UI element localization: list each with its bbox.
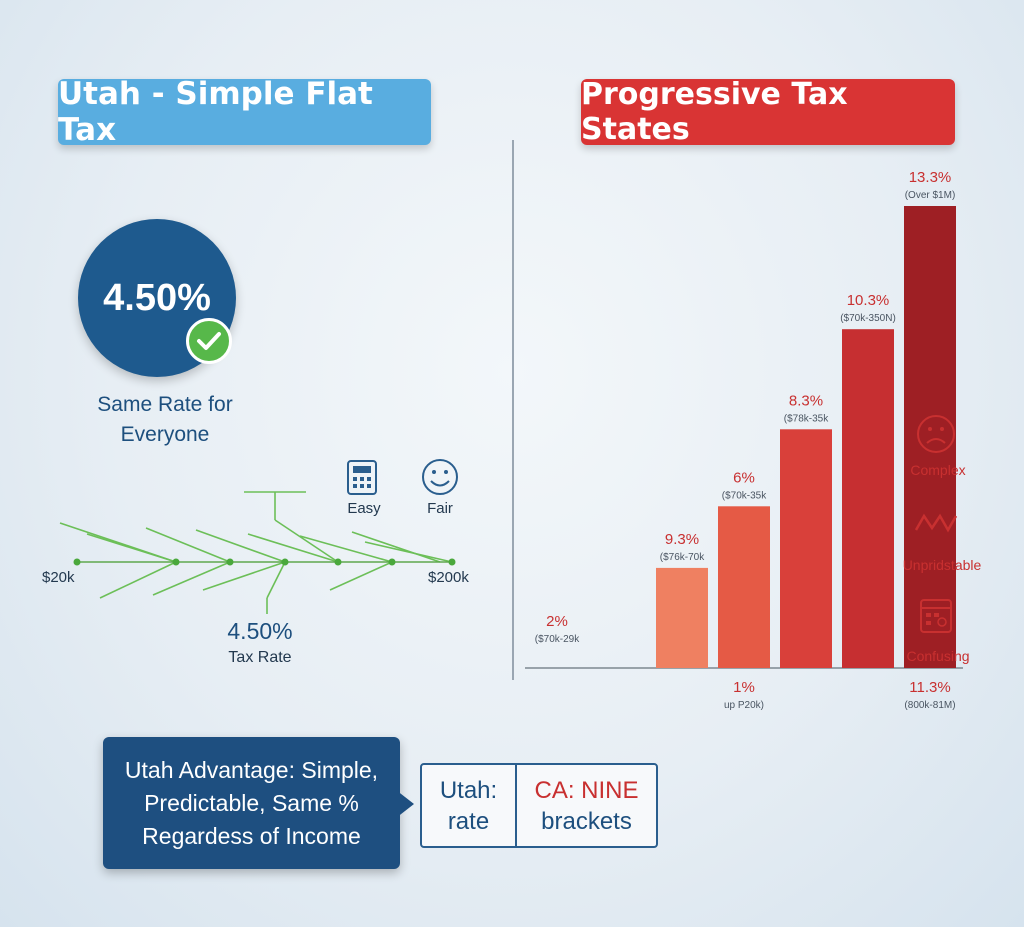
fair-label: Fair [427, 500, 453, 517]
flat-rate-value: 4.50% [103, 276, 211, 319]
income-max-label: $200k [428, 569, 469, 586]
same-rate-line1: Same Rate for [97, 393, 233, 416]
flat-tax-diagram [59, 459, 458, 614]
bar-range-label-4: ($70k-350N) [840, 313, 896, 324]
bar-1 [656, 567, 708, 668]
zigzag-icon [914, 513, 958, 533]
rate-callout: 4.50% [227, 618, 293, 644]
ca-line2: brackets [541, 807, 632, 835]
flat-rate-circle: 4.50% [78, 219, 236, 377]
right-title-banner: Progressive Tax States [581, 77, 955, 147]
below-value-label-0: 1% [733, 679, 755, 696]
below-range-label-1: (800k-81M) [904, 700, 955, 711]
side-icons [914, 415, 958, 633]
bar-value-label-1: 9.3% [665, 531, 699, 548]
progressive-bar-chart: 2% ($70k-29k 9.3% ($76k-70k 6% ($70k-35k 8.3% (… [525, 169, 963, 711]
advantage-line1: Utah Advantage: Simple, [124, 756, 379, 783]
income-min-label: $20k [42, 569, 75, 586]
calculator-icon [347, 460, 377, 495]
bar-range-label-5: (Over $1M) [905, 190, 956, 201]
smiley-icon [422, 459, 458, 495]
flat-rate-lines [59, 491, 453, 614]
bar-value-label-3: 8.3% [789, 392, 823, 409]
bar-value-label-2: 6% [733, 469, 755, 486]
easy-label: Easy [347, 500, 381, 517]
utah-advantage-box: Utah Advantage: Simple, Predictable, Sam… [103, 737, 400, 869]
below-value-label-1: 11.3% [909, 679, 950, 696]
bar-value-label-0: 2% [546, 613, 568, 630]
utah-line1: Utah: [439, 776, 498, 804]
bar-4 [842, 329, 894, 668]
comparison-box: Utah: rate CA: NINE brackets [420, 763, 658, 848]
advantage-line2: Predictable, Same % [144, 789, 359, 816]
left-title: Utah - Simple Flat Tax [58, 76, 373, 148]
same-rate-text: Same Rate for Everyone [40, 390, 290, 450]
utah-line2: rate [447, 807, 490, 835]
bar-range-label-1: ($76k-70k [660, 552, 705, 563]
right-title: Progressive Tax States [581, 77, 848, 147]
ca-line1: CA: NINE [534, 776, 639, 804]
bar-value-label-5: 13.3% [909, 169, 952, 186]
callout-arrow [396, 790, 414, 818]
utah-rate-cell: Utah: rate [422, 765, 517, 846]
bar-range-label-0: ($70k-29k [535, 634, 580, 645]
sad-face-icon [917, 415, 955, 453]
bar-2 [718, 506, 770, 668]
same-rate-line2: Everyone [120, 423, 210, 446]
side-label-complex: Complex [910, 462, 966, 478]
left-title-banner: Utah - Simple Flat Tax [58, 76, 431, 148]
advantage-line3: Regardess of Income [142, 822, 361, 849]
below-range-label-0: up P20k) [724, 700, 764, 711]
bar-3 [780, 429, 832, 668]
rate-callout-label: Tax Rate [228, 649, 292, 666]
bar-5 [904, 206, 956, 668]
confused-calculator-icon [920, 599, 952, 633]
side-label-confusing: Confusing [906, 648, 970, 664]
bar-value-label-4: 10.3% [847, 292, 890, 309]
panel-divider [512, 140, 514, 680]
ca-brackets-cell: CA: NINE brackets [517, 765, 656, 846]
bar-range-label-2: ($70k-35k [722, 490, 767, 501]
bar-range-label-3: ($78k-35k [784, 413, 829, 424]
check-icon [186, 318, 232, 364]
side-label-unpredictable: Unpridstable [902, 557, 982, 573]
